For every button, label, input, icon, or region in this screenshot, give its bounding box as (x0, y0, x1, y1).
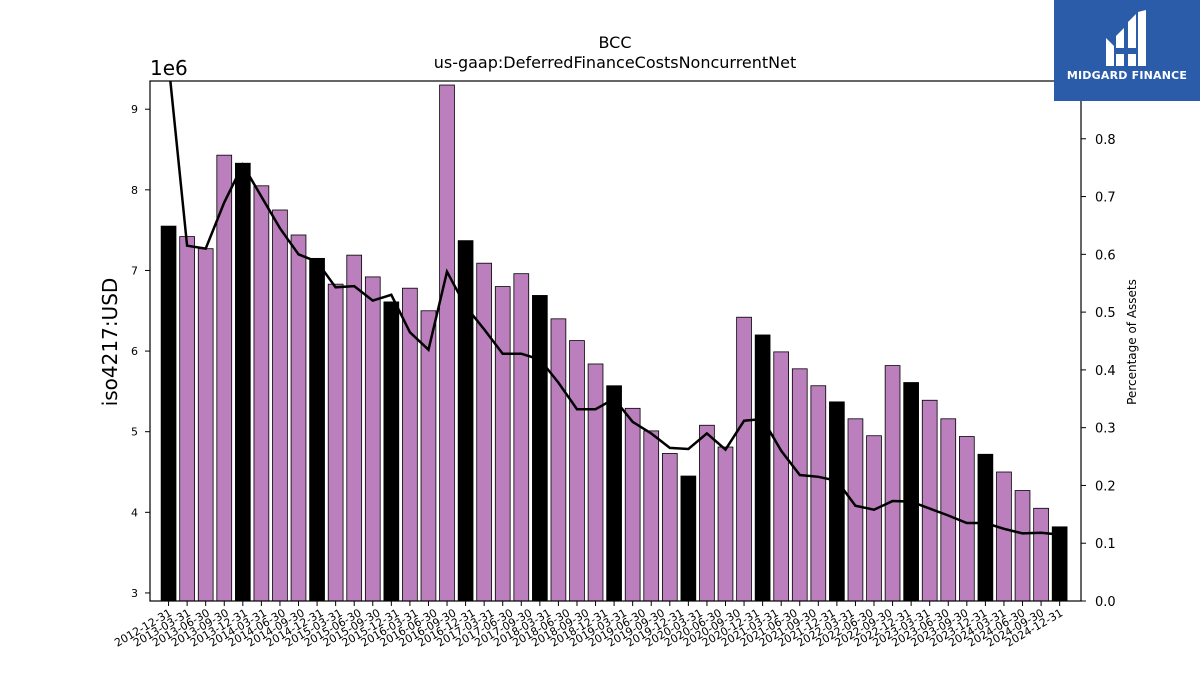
line-series (169, 81, 1060, 536)
bar (494, 286, 511, 602)
bar (402, 287, 418, 602)
y-tick-label: 4 (131, 506, 138, 519)
bar (272, 209, 288, 602)
bar (253, 185, 270, 602)
bar (327, 283, 344, 602)
bar (1051, 526, 1068, 602)
bar (791, 368, 808, 602)
y2-tick-label: 0.0 (1095, 595, 1116, 610)
plot-frame (149, 80, 1082, 602)
y2-tick-label: 0.7 (1095, 191, 1116, 206)
bar (699, 424, 715, 602)
bar (717, 446, 734, 602)
bar (532, 295, 548, 602)
bar (847, 418, 864, 602)
bar (290, 234, 307, 602)
bar (866, 435, 882, 602)
bar (940, 418, 957, 602)
y2-axis-label: Percentage of Assets (1125, 279, 1139, 405)
bar (1014, 490, 1031, 602)
bar-series (160, 84, 1068, 602)
y-tick-label: 7 (131, 264, 138, 277)
chart-subtitle: us-gaap:DeferredFinanceCostsNoncurrentNe… (434, 53, 797, 72)
bar (216, 154, 233, 602)
bar (587, 363, 604, 602)
y2-tick-label: 0.6 (1095, 248, 1116, 263)
bar (513, 273, 530, 602)
bar (476, 262, 492, 602)
bar (1033, 507, 1049, 602)
y2-tick-label: 0.8 (1095, 133, 1116, 148)
bar (996, 471, 1012, 602)
bar (661, 453, 678, 602)
axes: 34567890.00.10.20.30.40.50.60.70.82012-1… (112, 80, 1116, 650)
y2-tick-label: 0.1 (1095, 537, 1116, 552)
y-tick-label: 5 (131, 426, 138, 439)
bar (829, 401, 845, 602)
bar (754, 334, 771, 602)
y-tick-label: 6 (131, 345, 138, 358)
logo-text: MIDGARD FINANCE (1066, 69, 1188, 82)
bar (160, 225, 177, 602)
bar (309, 257, 325, 602)
y2-tick-label: 0.2 (1095, 479, 1116, 494)
bar (643, 430, 660, 602)
y-offset-label: 1e6 (150, 56, 188, 80)
bar (569, 340, 585, 602)
bar (680, 475, 697, 602)
y-tick-label: 9 (131, 103, 138, 116)
bar (959, 436, 975, 602)
y2-tick-label: 0.5 (1095, 306, 1116, 321)
y-tick-label: 8 (131, 184, 138, 197)
chart-title: BCC (598, 33, 631, 52)
bar (234, 162, 251, 602)
y-tick-label: 3 (131, 587, 138, 600)
bar (884, 365, 901, 602)
bar (736, 316, 752, 602)
bar (364, 276, 381, 602)
line-path (169, 81, 1060, 536)
bar (550, 318, 567, 602)
bar (420, 310, 437, 602)
bar (977, 453, 994, 602)
midgard-logo-icon (1106, 10, 1146, 66)
y2-tick-label: 0.4 (1095, 364, 1116, 379)
y-axis-label: iso4217:USD (98, 278, 122, 407)
bar (773, 351, 790, 602)
bar (921, 399, 938, 602)
bar (383, 301, 400, 602)
bar (810, 385, 827, 602)
y2-tick-label: 0.3 (1095, 422, 1116, 437)
bar (903, 382, 919, 602)
bar (346, 254, 363, 602)
bar (624, 407, 641, 602)
bar (606, 385, 622, 602)
midgard-finance-logo: MIDGARD FINANCE (1054, 0, 1200, 101)
bar (439, 84, 455, 602)
bar (197, 248, 214, 602)
bar (179, 236, 195, 602)
